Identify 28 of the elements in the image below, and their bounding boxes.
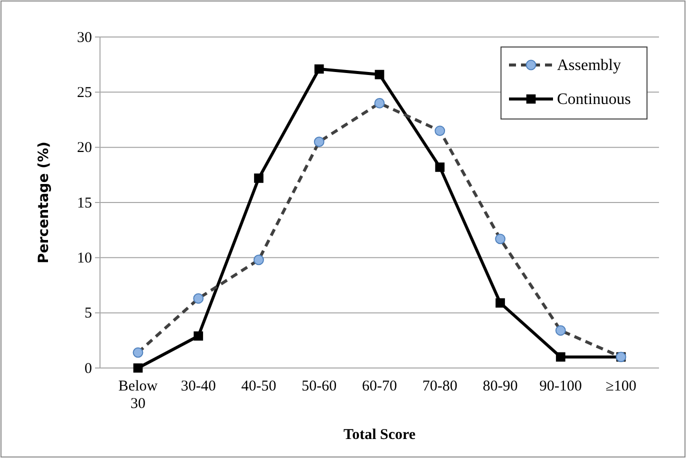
x-tick-label: 80-90 <box>482 378 518 395</box>
x-tick-label: 30-40 <box>180 378 216 395</box>
x-tick-label: ≥100 <box>606 378 636 395</box>
y-tick-label: 30 <box>77 30 92 46</box>
y-tick-label: 20 <box>77 140 92 156</box>
point <box>556 352 566 362</box>
point <box>194 331 204 341</box>
y-axis-title: Percentage (%) <box>36 142 52 264</box>
x-tick-label: Below 30 <box>118 378 158 412</box>
point <box>133 363 143 373</box>
point <box>254 174 264 183</box>
x-tick-label: 90-100 <box>539 378 582 395</box>
y-tick-label: 0 <box>84 360 92 377</box>
y-tick-label: 25 <box>77 84 92 101</box>
x-tick-label: 60-70 <box>362 378 397 395</box>
point <box>496 298 505 308</box>
x-tick-label: 40-50 <box>241 378 276 395</box>
x-tick-label: 50-60 <box>302 378 337 395</box>
point <box>435 162 445 172</box>
x-axis-title: Total Score <box>343 427 416 443</box>
y-tick-label: 10 <box>77 250 92 266</box>
y-tick-label: 15 <box>77 195 92 212</box>
point <box>374 70 384 80</box>
legend-label: Continuous <box>557 91 631 108</box>
x-tick-label: 70-80 <box>422 378 458 395</box>
point <box>314 64 324 74</box>
y-tick-label: 5 <box>84 306 92 322</box>
legend-label: Assembly <box>557 57 621 74</box>
